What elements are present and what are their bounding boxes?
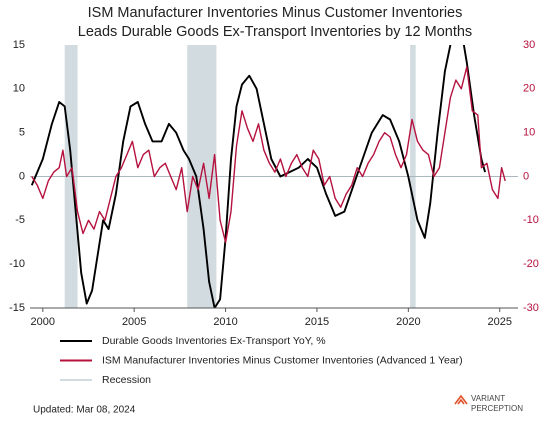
- y2-tick-label: 20: [523, 83, 535, 95]
- y-tick-label: 0: [19, 170, 25, 182]
- x-tick-label: 2025: [487, 316, 511, 328]
- chart-title: ISM Manufacturer Inventories Minus Custo…: [88, 5, 463, 21]
- chart-title: Leads Durable Goods Ex-Transport Invento…: [78, 24, 472, 40]
- x-tick-label: 2005: [122, 316, 146, 328]
- plot-area: [30, 45, 518, 308]
- x-tick-label: 2015: [305, 316, 329, 328]
- x-tick-label: 2000: [31, 316, 55, 328]
- y-tick-label: 10: [13, 83, 25, 95]
- legend-label: Durable Goods Inventories Ex-Transport Y…: [102, 335, 326, 347]
- legend-label: Recession: [102, 374, 151, 386]
- y-tick-label: 5: [19, 127, 25, 139]
- x-tick-label: 2020: [396, 316, 420, 328]
- y2-tick-label: 30: [523, 39, 535, 51]
- series-line: [31, 66, 506, 243]
- logo-text: PERCEPTION: [471, 404, 523, 413]
- x-tick-label: 2010: [213, 316, 237, 328]
- y2-tick-label: -20: [523, 258, 539, 270]
- y-tick-label: -10: [9, 258, 25, 270]
- series-line: [30, 45, 487, 308]
- footer: Updated: Mar 08, 2024: [33, 405, 136, 416]
- y2-tick-label: -10: [523, 214, 539, 226]
- y2-tick-label: 0: [523, 170, 529, 182]
- y-tick-label: -5: [15, 214, 25, 226]
- y2-tick-label: -30: [523, 302, 539, 314]
- logo: VARIANT PERCEPTION: [454, 394, 523, 413]
- y-tick-label: -15: [9, 302, 25, 314]
- y2-tick-label: 10: [523, 127, 535, 139]
- y-tick-label: 15: [13, 39, 25, 51]
- logo-text: VARIANT: [471, 394, 505, 403]
- legend-label: ISM Manufacturer Inventories Minus Custo…: [102, 354, 463, 366]
